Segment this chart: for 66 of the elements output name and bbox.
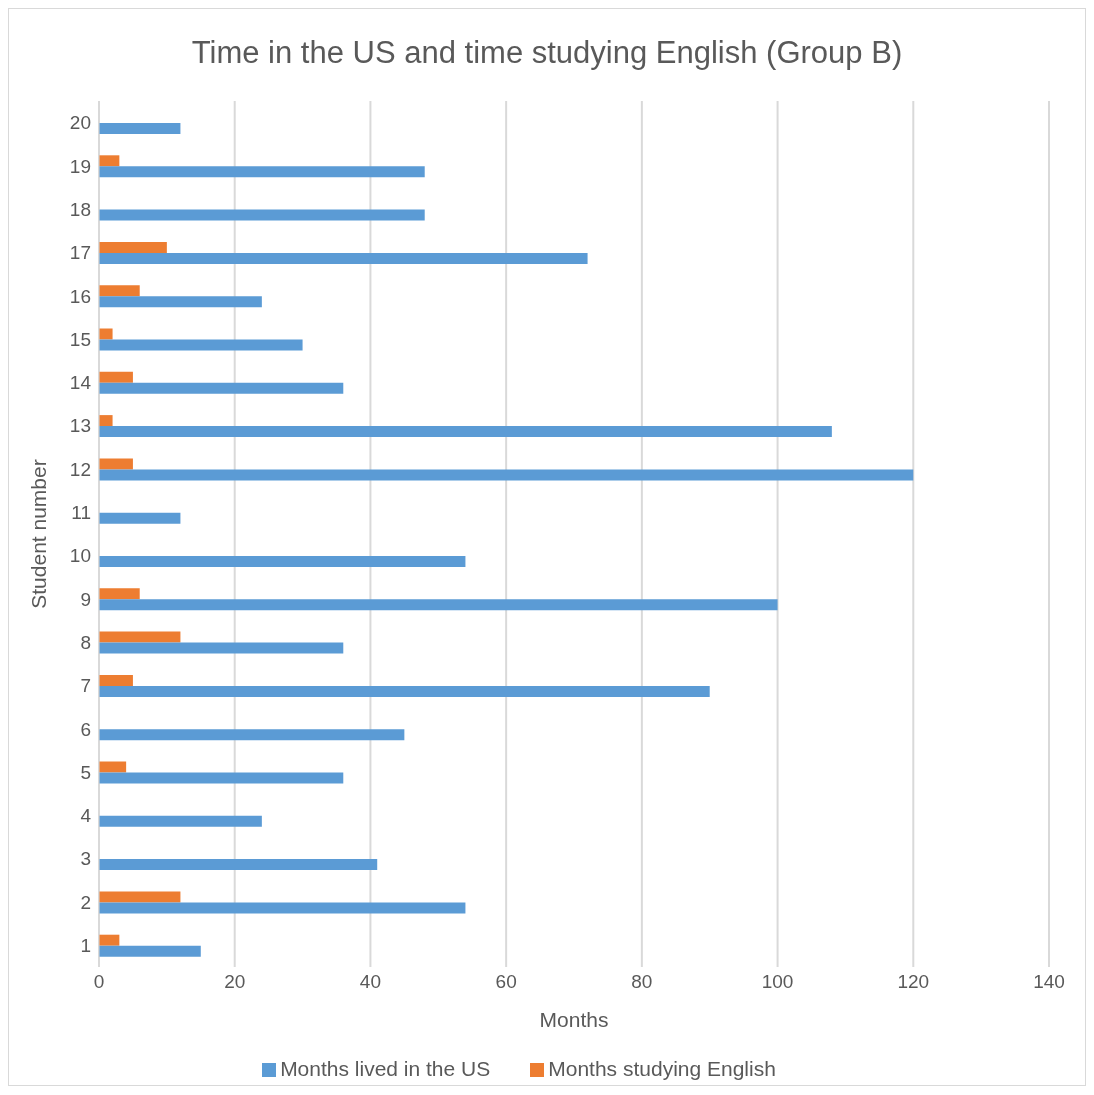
bar	[99, 891, 181, 903]
bar	[99, 123, 181, 134]
bar	[99, 772, 344, 784]
y-tick-label: 19	[69, 155, 91, 177]
y-tick-label: 5	[80, 761, 91, 783]
bar	[99, 371, 133, 383]
y-tick-label: 15	[69, 328, 91, 350]
y-tick-label: 11	[71, 502, 91, 524]
x-tick-label: 0	[93, 971, 105, 993]
bar	[99, 458, 133, 470]
bar	[99, 934, 120, 946]
bar	[99, 209, 425, 221]
y-tick-label: 4	[80, 805, 92, 827]
bar	[99, 155, 120, 167]
bar	[99, 328, 113, 340]
bar	[99, 729, 405, 741]
bar	[99, 674, 133, 686]
bar	[99, 252, 588, 264]
x-tick-label: 60	[495, 971, 517, 993]
bar	[99, 761, 127, 773]
bar	[99, 642, 344, 654]
y-tick-label: 13	[69, 415, 91, 437]
x-tick-label: 40	[359, 971, 381, 993]
y-axis-title: Student number	[27, 459, 51, 609]
y-tick-label: 2	[80, 891, 91, 913]
y-tick-label: 17	[69, 242, 91, 264]
bar	[99, 339, 303, 351]
y-tick-label: 3	[80, 848, 91, 870]
bar	[99, 685, 710, 697]
bar	[99, 631, 181, 643]
bar	[99, 426, 832, 438]
bar	[99, 241, 167, 253]
y-tick-label: 9	[80, 588, 91, 610]
bar	[99, 588, 140, 600]
bar	[99, 166, 425, 178]
chart-title: Time in the US and time studying English (Group B)	[190, 34, 904, 72]
y-tick-label: 8	[80, 631, 91, 653]
legend-label: Months studying English	[548, 1057, 776, 1080]
bar	[99, 945, 201, 957]
x-tick-label: 20	[224, 971, 246, 993]
bar	[99, 859, 378, 871]
y-tick-label: 16	[69, 285, 91, 307]
y-tick-label: 18	[69, 198, 91, 220]
legend-label: Months lived in the US	[280, 1057, 491, 1080]
bar	[99, 599, 778, 611]
y-tick-label: 6	[80, 718, 91, 740]
x-axis-title: Months	[539, 1008, 609, 1031]
bar	[99, 815, 262, 827]
y-tick-label: 20	[69, 112, 91, 134]
y-tick-label: 10	[69, 545, 91, 567]
y-tick-label: 12	[69, 458, 91, 480]
x-tick-label: 120	[897, 971, 930, 993]
x-tick-label: 100	[761, 971, 794, 993]
bar	[99, 512, 181, 524]
x-tick-label: 80	[631, 971, 653, 993]
bar	[99, 469, 914, 481]
y-tick-label: 7	[80, 675, 91, 697]
bar	[99, 285, 140, 297]
bar	[99, 415, 113, 427]
bar	[99, 556, 466, 567]
bar	[99, 382, 344, 394]
y-tick-label: 14	[69, 372, 92, 394]
bar	[99, 296, 262, 308]
x-tick-label: 140	[1033, 971, 1065, 993]
bar	[99, 902, 466, 914]
y-tick-label: 1	[80, 935, 91, 957]
